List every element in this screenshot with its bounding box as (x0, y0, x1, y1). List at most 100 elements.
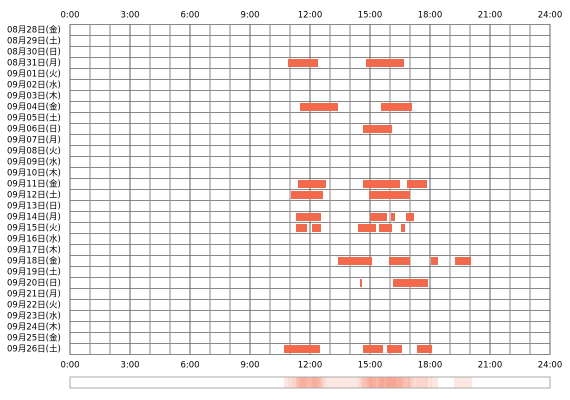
density-cell (378, 377, 380, 388)
x-tick-label-top: 15:00 (358, 11, 383, 21)
density-cell (386, 377, 388, 388)
density-cell (380, 377, 382, 388)
interval-bar (391, 213, 395, 221)
interval-bar (379, 224, 392, 232)
interval-bar (284, 345, 320, 353)
interval-bar (296, 213, 321, 221)
interval-bar (312, 224, 321, 232)
row-label: 09月21日(月) (7, 290, 61, 300)
interval-bar (298, 180, 326, 188)
density-cell (392, 377, 394, 388)
density-cell (404, 377, 406, 388)
density-cell (436, 377, 438, 388)
density-cell (286, 377, 288, 388)
density-cell (382, 377, 384, 388)
row-label: 09月16日(水) (7, 234, 61, 245)
density-cell (390, 377, 392, 388)
density-cell (374, 377, 376, 388)
density-cell (396, 377, 398, 388)
density-cell (314, 377, 316, 388)
row-label: 09月25日(金) (7, 333, 61, 344)
density-cell (426, 377, 428, 388)
density-cell (462, 377, 464, 388)
row-label: 09月26日(土) (7, 344, 61, 355)
interval-bar (360, 279, 362, 287)
x-tick-label-bottom: 3:00 (120, 361, 139, 371)
density-cell (412, 377, 414, 388)
interval-bar (369, 191, 410, 199)
x-tick-label-bottom: 15:00 (358, 361, 383, 371)
density-cell (402, 377, 404, 388)
density-cell (358, 377, 360, 388)
x-tick-label-top: 18:00 (418, 11, 443, 21)
row-label: 09月11日(金) (7, 179, 61, 190)
density-cell (366, 377, 368, 388)
interval-bar (370, 213, 387, 221)
density-cell (420, 377, 422, 388)
x-tick-label-bottom: 0:00 (60, 361, 79, 371)
density-cell (310, 377, 312, 388)
row-label: 08月28日(金) (7, 25, 61, 36)
density-cell (322, 377, 324, 388)
interval-bar (381, 103, 412, 111)
density-cell (300, 377, 302, 388)
x-tick-label-top: 0:00 (60, 11, 79, 21)
interval-bar (393, 279, 428, 287)
density-cell (348, 377, 350, 388)
interval-bar (358, 224, 376, 232)
x-tick-label-bottom: 21:00 (478, 361, 503, 371)
interval-bar (406, 213, 414, 221)
interval-bar (363, 125, 392, 133)
x-tick-label-top: 24:00 (538, 11, 563, 21)
interval-bar (417, 345, 432, 353)
density-cell (384, 377, 386, 388)
density-cell (294, 377, 296, 388)
row-label: 09月07日(月) (7, 136, 61, 146)
density-cell (394, 377, 396, 388)
interval-bar (401, 224, 405, 232)
row-label: 09月10日(木) (7, 168, 61, 179)
density-cell (350, 377, 352, 388)
density-cell (376, 377, 378, 388)
interval-bar (300, 103, 338, 111)
row-label: 09月14日(月) (7, 213, 61, 223)
density-cell (368, 377, 370, 388)
density-cell (332, 377, 334, 388)
density-cell (364, 377, 366, 388)
density-cell (344, 377, 346, 388)
density-cell (288, 377, 290, 388)
density-cell (428, 377, 430, 388)
density-cell (408, 377, 410, 388)
interval-bar (455, 257, 471, 265)
density-cell (470, 377, 472, 388)
density-cell (468, 377, 470, 388)
row-label: 08月29日(土) (7, 36, 61, 47)
density-cell (306, 377, 308, 388)
row-label: 09月15日(火) (7, 224, 61, 234)
row-label: 09月01日(火) (7, 70, 61, 80)
interval-bar (296, 224, 307, 232)
density-cell (458, 377, 460, 388)
density-cell (460, 377, 462, 388)
x-tick-label-top: 3:00 (120, 11, 139, 21)
density-cell (360, 377, 362, 388)
density-cell (410, 377, 412, 388)
row-label: 09月03日(木) (7, 91, 61, 102)
x-tick-label-bottom: 6:00 (180, 361, 199, 371)
density-strip (69, 376, 551, 389)
x-tick-label-bottom: 9:00 (240, 361, 259, 371)
density-cell (302, 377, 304, 388)
density-cell (416, 377, 418, 388)
interval-bar (363, 180, 400, 188)
density-cell (456, 377, 458, 388)
density-cell (330, 377, 332, 388)
row-label: 09月12日(土) (7, 190, 61, 201)
row-label: 09月23日(水) (7, 311, 61, 322)
density-cell (284, 377, 286, 388)
interval-bar (366, 59, 404, 67)
row-label: 09月17日(木) (7, 245, 61, 256)
interval-bar (407, 180, 427, 188)
row-label: 09月09日(水) (7, 157, 61, 168)
row-label: 09月24日(木) (7, 322, 61, 333)
density-cell (454, 377, 456, 388)
